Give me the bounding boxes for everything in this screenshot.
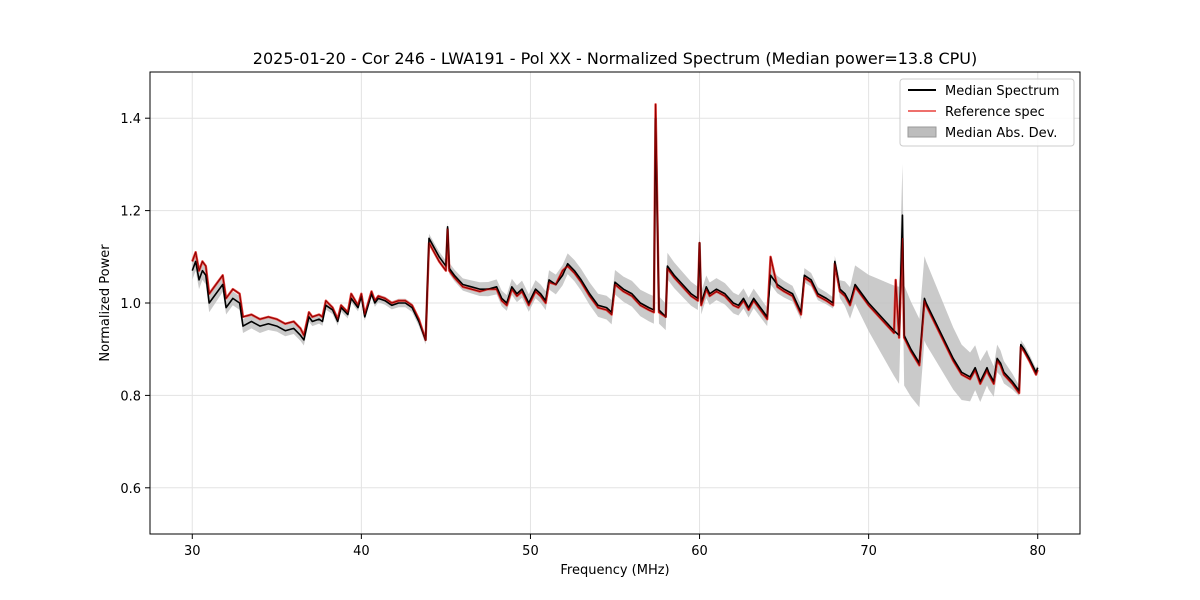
- y-tick-label: 1.0: [120, 297, 141, 312]
- x-tick-label: 80: [1029, 544, 1046, 559]
- y-axis-ticks: 0.6 0.8 1.0 1.2 1.4: [120, 112, 150, 497]
- legend-mad-swatch: [907, 126, 937, 138]
- x-tick-label: 50: [522, 544, 539, 559]
- reference-spec-overlay-line: [191, 103, 1039, 394]
- y-tick-label: 0.8: [120, 389, 141, 404]
- legend-reference-label: Reference spec: [945, 105, 1045, 120]
- legend: Median Spectrum Reference spec Median Ab…: [899, 78, 1075, 147]
- series-lines: [191, 103, 1039, 395]
- x-tick-label: 40: [353, 544, 370, 559]
- mad-band-group: [192, 104, 1038, 408]
- y-tick-label: 0.6: [120, 482, 141, 497]
- mad-band: [192, 104, 1038, 408]
- legend-mad-label: Median Abs. Dev.: [945, 126, 1057, 141]
- x-axis-label: Frequency (MHz): [560, 563, 669, 578]
- legend-median-label: Median Spectrum: [945, 84, 1059, 99]
- x-tick-label: 30: [184, 544, 201, 559]
- median-spectrum-line: [191, 117, 1039, 392]
- y-tick-label: 1.4: [120, 112, 141, 127]
- legend-box: [899, 78, 1075, 147]
- x-axis-ticks: 30 40 50 60 70 80: [184, 534, 1046, 559]
- y-axis-label: Normalized Power: [98, 244, 113, 362]
- y-tick-label: 1.2: [120, 205, 141, 220]
- x-tick-label: 70: [860, 544, 877, 559]
- chart-title: 2025-01-20 - Cor 246 - LWA191 - Pol XX -…: [253, 49, 977, 68]
- x-tick-label: 60: [691, 544, 708, 559]
